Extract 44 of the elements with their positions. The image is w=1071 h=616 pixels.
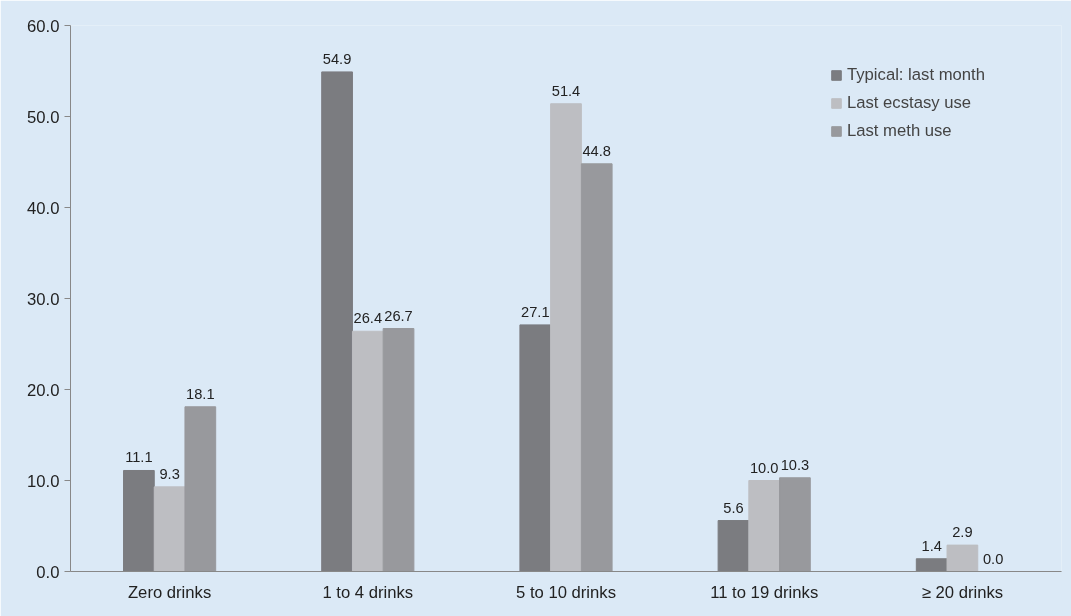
data-label: 10.0 — [749, 459, 779, 476]
data-label: 26.7 — [384, 307, 413, 324]
x-tick-label: 11 to 19 drinks — [710, 582, 819, 602]
legend-label: Last meth use — [847, 121, 952, 141]
bar — [779, 477, 811, 572]
data-label: 10.3 — [780, 456, 810, 473]
x-tick-label: Zero drinks — [127, 582, 212, 602]
data-label: 51.4 — [551, 82, 581, 99]
bar — [915, 558, 948, 572]
data-label: 27.1 — [521, 303, 550, 320]
bar — [351, 330, 384, 572]
legend-label: Typical: last month — [847, 65, 985, 85]
bar — [123, 469, 155, 572]
data-label: 1.4 — [921, 537, 942, 554]
x-tick-label: ≥ 20 drinks — [921, 582, 1004, 602]
bar — [382, 328, 415, 572]
data-label: 26.4 — [353, 310, 383, 327]
y-tick-label: 50.0 — [27, 107, 60, 127]
x-tick-label: 5 to 10 drinks — [516, 582, 616, 602]
bar — [153, 486, 186, 572]
data-label: 11.1 — [125, 449, 153, 466]
y-tick-label: 0.0 — [36, 562, 60, 582]
bar — [519, 324, 552, 572]
y-tick-label: 20.0 — [27, 380, 60, 400]
legend-label: Last ecstasy use — [847, 93, 972, 113]
y-tick-label: 30.0 — [27, 289, 60, 309]
bar — [184, 406, 217, 572]
data-label: 54.9 — [322, 50, 352, 67]
y-tick-label: 10.0 — [27, 471, 60, 491]
bar — [946, 544, 979, 572]
x-tick-label: 1 to 4 drinks — [322, 582, 414, 602]
data-label: 44.8 — [582, 142, 611, 159]
y-tick-label: 40.0 — [27, 198, 60, 218]
data-label: 5.6 — [723, 499, 744, 516]
bar — [580, 163, 613, 572]
bar — [717, 520, 750, 572]
bar — [321, 71, 353, 572]
data-label: 18.1 — [186, 385, 215, 402]
bar — [550, 103, 582, 572]
data-label: 2.9 — [952, 524, 973, 541]
data-label: 9.3 — [159, 465, 180, 482]
bar — [748, 480, 781, 572]
y-tick-label: 60.0 — [27, 16, 60, 36]
data-label: 0.0 — [982, 550, 1004, 567]
